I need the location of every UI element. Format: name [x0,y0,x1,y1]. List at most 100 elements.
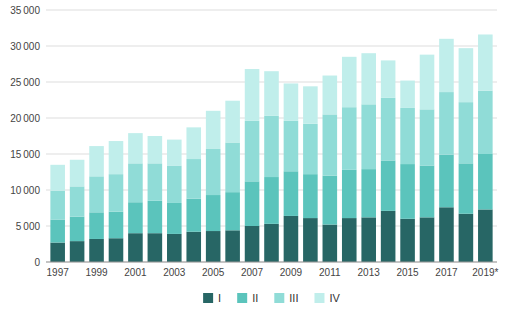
bar-segment [109,174,124,211]
bar-segment [439,92,454,155]
bar-segment [342,57,357,107]
bar-segment [186,199,201,232]
x-tick-label: 2019* [472,267,498,278]
bar-segment [109,141,124,174]
y-tick-label: 5 000 [16,221,41,232]
y-tick-label: 10 000 [10,185,40,196]
bar-segment [420,217,435,262]
bar-segment [50,220,65,243]
legend-swatch [274,293,284,303]
bar-segment [264,224,279,262]
y-tick-label: 20 000 [10,113,40,124]
chart: 0 5 000 10 000 15 000 20 000 25 000 30 000 35 0… [0,0,507,320]
bar-segment [420,166,435,218]
legend-swatch [237,293,247,303]
bar-segment [264,116,279,177]
legend-label: II [252,292,258,304]
bar-segment [439,207,454,262]
bar-segment [128,163,143,202]
bar-segment [459,102,474,163]
bar-segment [478,91,493,154]
bar-segment [225,230,240,262]
x-tick-label: 2015 [396,267,419,278]
bar-segment [70,160,85,187]
bar-segment [225,142,240,192]
bar-segment [361,169,376,217]
bar-segment [186,159,201,199]
bar-segment [128,233,143,262]
bar-segment [400,164,415,219]
x-tick-label: 2007 [241,267,264,278]
bar-segment [478,34,493,90]
x-tick-label: 2017 [435,267,458,278]
bar-segment [381,211,396,262]
bar-segment [323,76,338,115]
bar-segment [342,107,357,170]
y-tick-label: 15 000 [10,149,40,160]
bar-segment [50,243,65,262]
y-tick-label: 0 [34,257,40,268]
bar-segment [89,176,104,212]
bar-segment [459,214,474,262]
grid-line [46,262,497,263]
y-tick-label: 25 000 [10,77,40,88]
bar-segment [361,217,376,262]
bar-segment [245,69,260,121]
grid [46,10,497,262]
x-tick-label: 2001 [124,267,147,278]
bar-segment [439,155,454,208]
bar-segment [167,203,182,234]
y-tick-label: 30 000 [10,41,40,52]
bar-segment [50,165,65,191]
bar-segment [284,216,299,262]
bar-segment [206,195,221,231]
bar-segment [167,140,182,166]
bar-segment [109,238,124,262]
bar-segment [148,163,163,200]
bar-segment [303,86,318,123]
bar-segment [284,171,299,216]
bar-segment [167,166,182,203]
legend: IIIIIIIV [203,292,340,304]
bar-segment [70,241,85,262]
x-tick-label: 2003 [163,267,186,278]
bar-segment [323,225,338,262]
bar-segment [323,176,338,225]
bars [50,34,492,262]
y-tick-label: 35 000 [10,5,40,16]
x-tick-label: 1997 [47,267,70,278]
bar-segment [342,218,357,262]
bar-segment [264,71,279,116]
bar-segment [459,48,474,102]
legend-label: IV [329,292,340,304]
bar-segment [50,191,65,220]
bar-segment [206,149,221,195]
x-axis: 1997199920012003200520072009201120132015… [47,267,499,278]
bar-segment [148,233,163,262]
bar-segment [109,212,124,239]
bar-segment [128,133,143,163]
bar-segment [89,146,104,176]
bar-segment [148,201,163,233]
bar-segment [303,124,318,174]
bar-segment [420,109,435,165]
y-axis: 0 5 000 10 000 15 000 20 000 25 000 30 000 35 0… [10,5,40,268]
bar-segment [381,98,396,161]
bar-segment [303,174,318,218]
bar-segment [206,111,221,149]
bar-segment [128,202,143,233]
bar-segment [381,60,396,97]
bar-segment [361,104,376,169]
bar-segment [400,108,415,164]
bar-segment [167,234,182,262]
bar-segment [478,209,493,262]
bar-segment [439,39,454,92]
legend-label: III [289,292,298,304]
bar-segment [303,218,318,262]
bar-segment [89,212,104,239]
bar-segment [186,232,201,262]
bar-segment [264,177,279,224]
bar-segment [89,239,104,262]
bar-segment [225,192,240,230]
x-tick-label: 2005 [202,267,225,278]
